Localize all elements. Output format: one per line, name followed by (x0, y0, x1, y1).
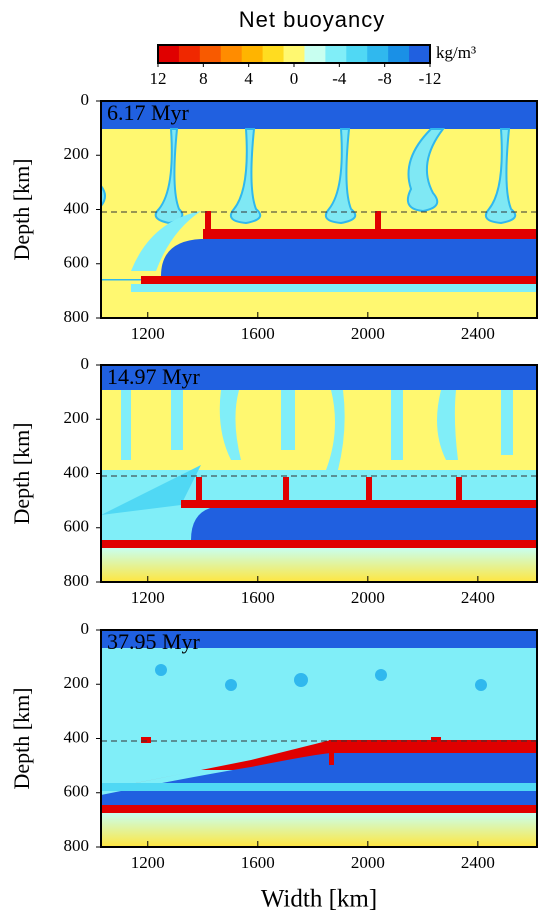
colorbar-swatch (178, 45, 201, 63)
colorbar-swatch (199, 45, 222, 63)
x-tick-label: 1200 (131, 324, 165, 343)
colorbar-swatch (409, 45, 431, 63)
x-tick-label: 1600 (241, 853, 275, 872)
colorbar-swatch (158, 45, 180, 63)
panel-annotation: 6.17 Myr (107, 100, 190, 125)
y-tick-label: 200 (64, 408, 90, 427)
y-tick-label: 400 (64, 198, 90, 217)
y-tick-label: 400 (64, 462, 90, 481)
x-tick-label: 1600 (241, 588, 275, 607)
y-tick-label: 200 (64, 673, 90, 692)
y-axis-label: Depth [km] (9, 422, 34, 524)
field (101, 630, 537, 847)
x-tick-label: 2000 (351, 324, 385, 343)
colorbar-swatch (262, 45, 285, 63)
x-tick-label: 2400 (461, 853, 495, 872)
y-tick-label: 600 (64, 517, 90, 536)
colorbar-swatch (346, 45, 368, 63)
x-tick-label: 1200 (131, 588, 165, 607)
y-tick-label: 800 (64, 571, 90, 590)
x-tick-label: 2000 (351, 853, 385, 872)
x-tick-label: 2400 (461, 588, 495, 607)
colorbar-unit: kg/m³ (436, 43, 476, 62)
colorbar-swatch (220, 45, 243, 63)
panel-annotation: 14.97 Myr (107, 364, 201, 389)
colorbar-tick-label: -4 (332, 69, 347, 88)
colorbar-swatch (283, 45, 305, 63)
colorbar-tick-label: -8 (378, 69, 392, 88)
field (100, 101, 537, 318)
y-tick-label: 0 (81, 354, 90, 373)
x-tick-label: 1200 (131, 853, 165, 872)
y-tick-label: 600 (64, 782, 90, 801)
colorbar-title: Net buoyancy (239, 7, 386, 32)
y-tick-label: 0 (81, 90, 90, 109)
colorbar-swatch (304, 45, 326, 63)
y-tick-label: 0 (81, 619, 90, 638)
colorbar-tick-label: 4 (244, 69, 253, 88)
y-tick-label: 600 (64, 253, 90, 272)
colorbar-tick-label: 12 (150, 69, 167, 88)
colorbar-tick-label: 8 (199, 69, 208, 88)
colorbar-tick-label: 0 (290, 69, 299, 88)
field (101, 365, 537, 582)
x-tick-label: 2000 (351, 588, 385, 607)
colorbar-tick-label: -12 (419, 69, 442, 88)
colorbar-swatch (241, 45, 264, 63)
x-tick-label: 2400 (461, 324, 495, 343)
y-tick-label: 800 (64, 307, 90, 326)
y-tick-label: 400 (64, 727, 90, 746)
panel-annotation: 37.95 Myr (107, 629, 201, 654)
y-tick-label: 200 (64, 144, 90, 163)
y-axis-label: Depth [km] (9, 158, 34, 260)
colorbar-swatch (367, 45, 389, 63)
colorbar-swatch (325, 45, 347, 63)
x-tick-label: 1600 (241, 324, 275, 343)
y-axis-label: Depth [km] (9, 687, 34, 789)
x-axis-label: Width [km] (261, 886, 377, 913)
y-tick-label: 800 (64, 836, 90, 855)
colorbar-swatch (388, 45, 410, 63)
